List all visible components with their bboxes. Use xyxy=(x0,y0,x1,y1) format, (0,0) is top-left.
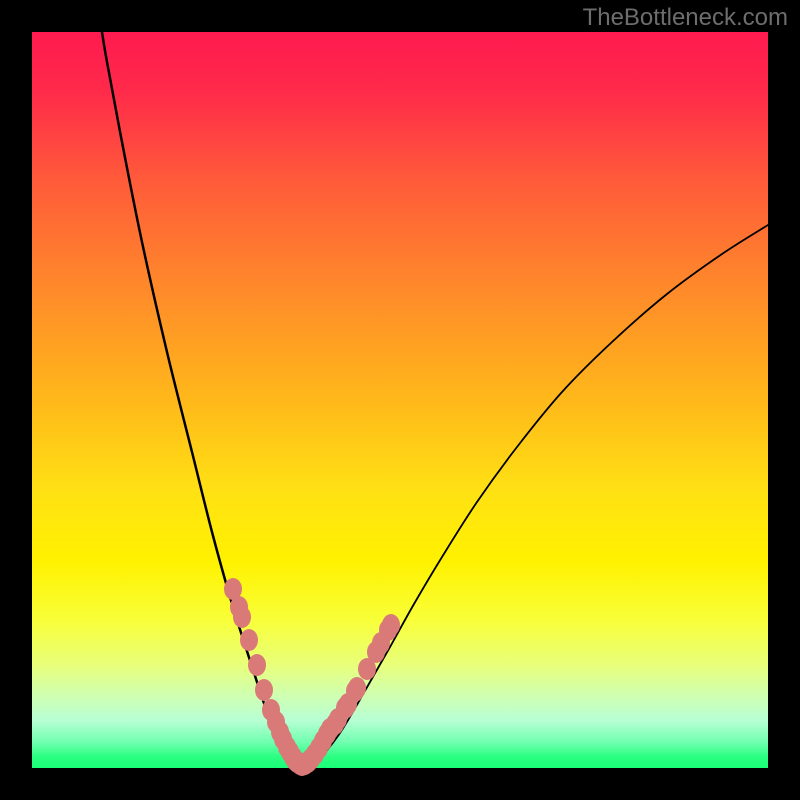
bottleneck-curve-left xyxy=(102,32,300,768)
curves-layer xyxy=(32,32,768,768)
plot-area xyxy=(32,32,768,768)
data-marker xyxy=(321,718,339,740)
data-marker xyxy=(255,679,273,701)
data-marker xyxy=(248,654,266,676)
chart-stage: TheBottleneck.com xyxy=(0,0,800,800)
data-marker xyxy=(233,606,251,628)
bottleneck-curve-right xyxy=(300,225,768,768)
watermark-text: TheBottleneck.com xyxy=(583,4,788,32)
data-marker xyxy=(348,677,366,699)
data-marker xyxy=(382,614,400,636)
data-marker xyxy=(240,629,258,651)
